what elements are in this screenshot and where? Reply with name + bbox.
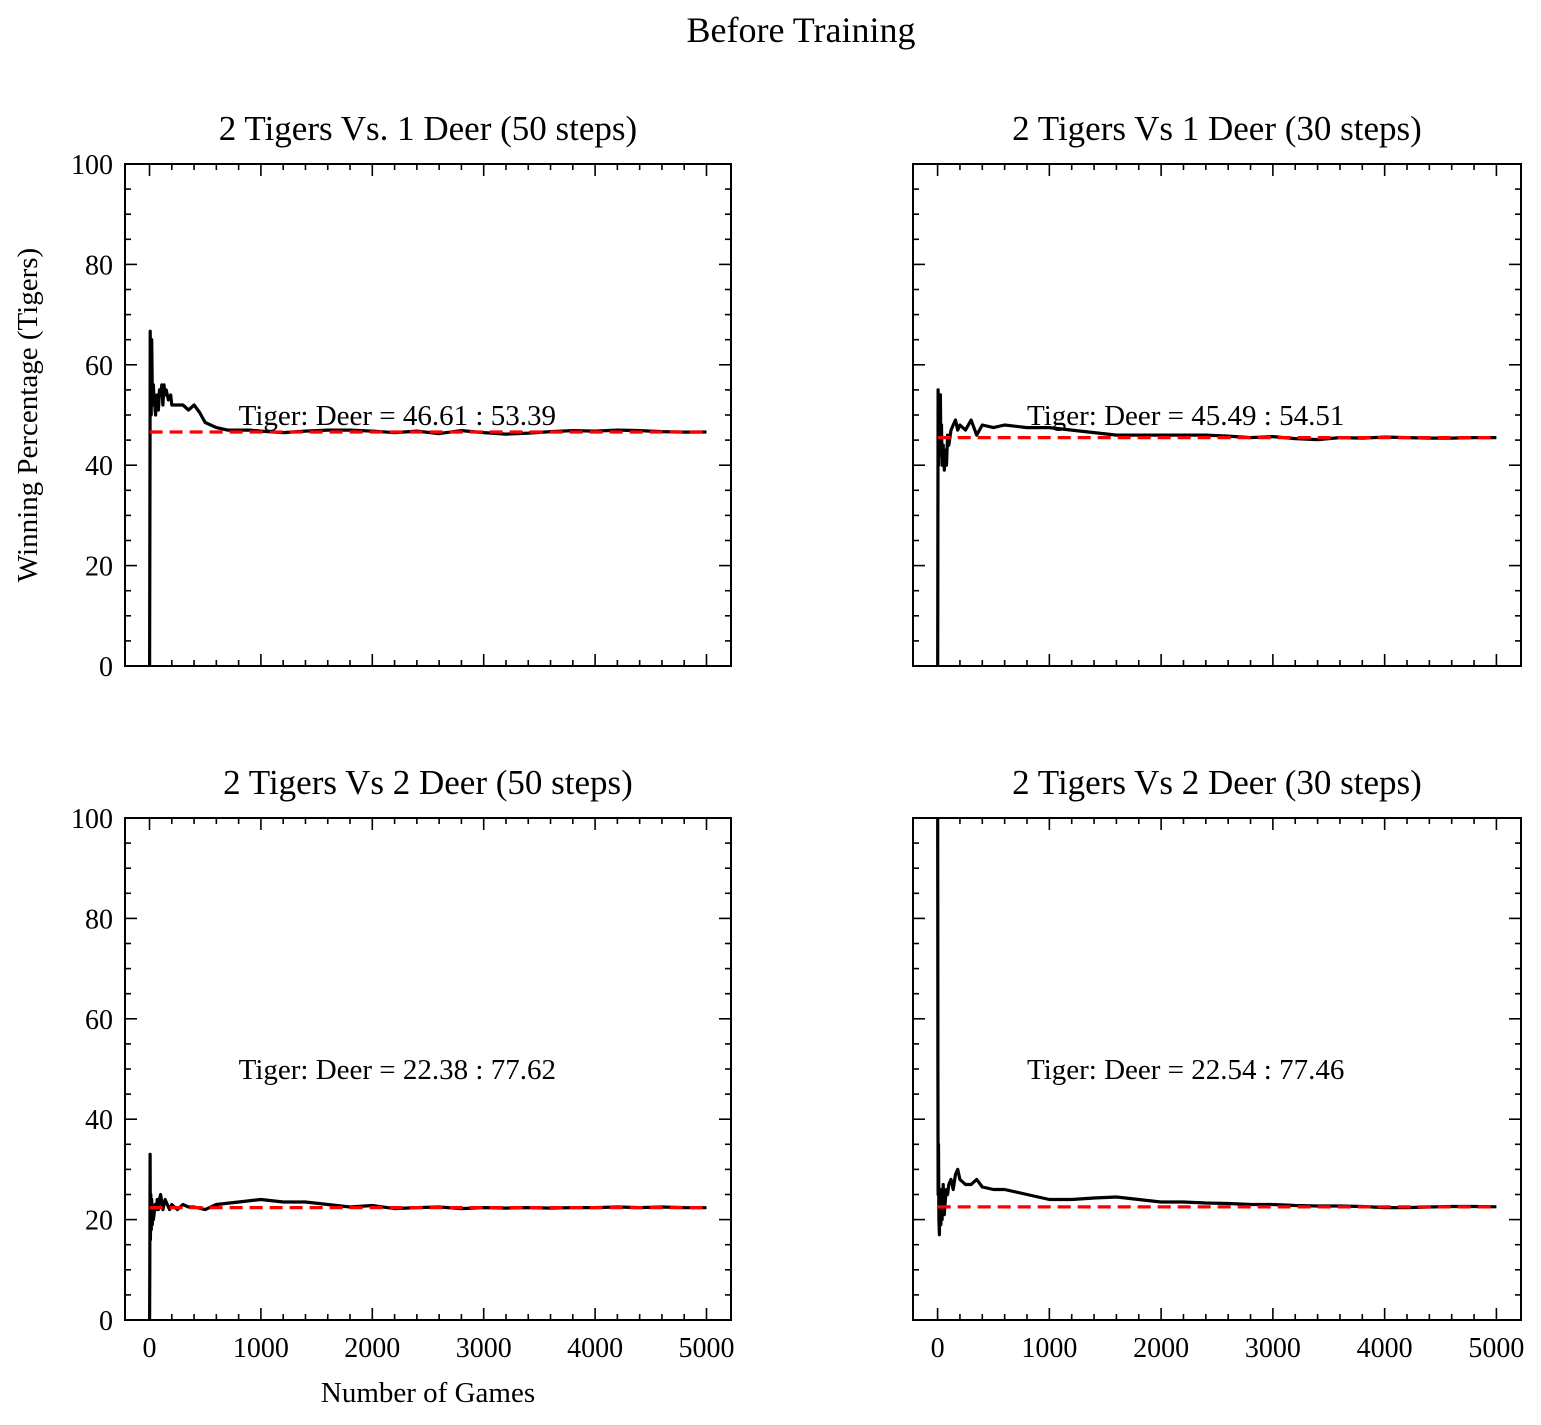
x-tick-label: 1000 (233, 1333, 289, 1364)
y-tick-label: 40 (85, 1105, 113, 1136)
subplot-title: 2 Tigers Vs 2 Deer (50 steps) (223, 763, 633, 802)
ratio-annotation: Tiger: Deer = 22.54 : 77.46 (1027, 1054, 1344, 1086)
y-tick-label: 40 (85, 451, 113, 482)
subplot-grid: 2 Tigers Vs. 1 Deer (50 steps) Tiger: Dee… (71, 109, 1524, 1364)
ratio-annotation: Tiger: Deer = 46.61 : 53.39 (239, 400, 556, 432)
y-tick-label: 100 (71, 804, 113, 835)
y-axis-label: Winning Percentage (Tigers) (12, 248, 44, 582)
x-tick-label: 5000 (1468, 1333, 1524, 1364)
x-axis-label: Number of Games (321, 1377, 535, 1409)
subplot-3: 2 Tigers Vs 2 Deer (50 steps) Tiger: Deer… (71, 763, 734, 1364)
y-tick-label: 0 (99, 1306, 113, 1337)
x-tick-label: 0 (931, 1333, 945, 1364)
y-tick-label: 80 (85, 904, 113, 935)
x-tick-label: 3000 (1245, 1333, 1301, 1364)
subplot-title: 2 Tigers Vs 1 Deer (30 steps) (1012, 109, 1422, 148)
x-tick-label: 1000 (1021, 1333, 1077, 1364)
y-tick-label: 100 (71, 150, 113, 181)
y-tick-label: 60 (85, 1005, 113, 1036)
x-tick-label: 4000 (567, 1333, 623, 1364)
subplot-2: 2 Tigers Vs 1 Deer (30 steps) Tiger: Deer… (912, 109, 1522, 667)
winning-percentage-line (148, 1152, 707, 1320)
x-tick-label: 0 (143, 1333, 157, 1364)
figure-suptitle: Before Training (687, 10, 916, 50)
winning-percentage-line (936, 388, 1497, 666)
y-tick-label: 20 (85, 552, 113, 583)
winning-percentage-line (936, 818, 1497, 1237)
y-tick-label: 60 (85, 351, 113, 382)
winning-percentage-line (148, 329, 707, 666)
ratio-annotation: Tiger: Deer = 22.38 : 77.62 (239, 1054, 556, 1086)
subplot-title: 2 Tigers Vs. 1 Deer (50 steps) (219, 109, 637, 148)
y-tick-label: 80 (85, 250, 113, 281)
x-tick-label: 3000 (456, 1333, 512, 1364)
x-tick-label: 2000 (344, 1333, 400, 1364)
y-tick-label: 20 (85, 1206, 113, 1237)
subplot-title: 2 Tigers Vs 2 Deer (30 steps) (1012, 763, 1422, 802)
x-tick-label: 4000 (1357, 1333, 1413, 1364)
subplot-4: 2 Tigers Vs 2 Deer (30 steps) Tiger: Deer… (912, 763, 1524, 1364)
y-tick-label: 0 (99, 652, 113, 683)
subplot-1: 2 Tigers Vs. 1 Deer (50 steps) Tiger: Dee… (71, 109, 732, 683)
x-tick-label: 2000 (1133, 1333, 1189, 1364)
x-tick-label: 5000 (678, 1333, 734, 1364)
ratio-annotation: Tiger: Deer = 45.49 : 54.51 (1027, 400, 1344, 432)
